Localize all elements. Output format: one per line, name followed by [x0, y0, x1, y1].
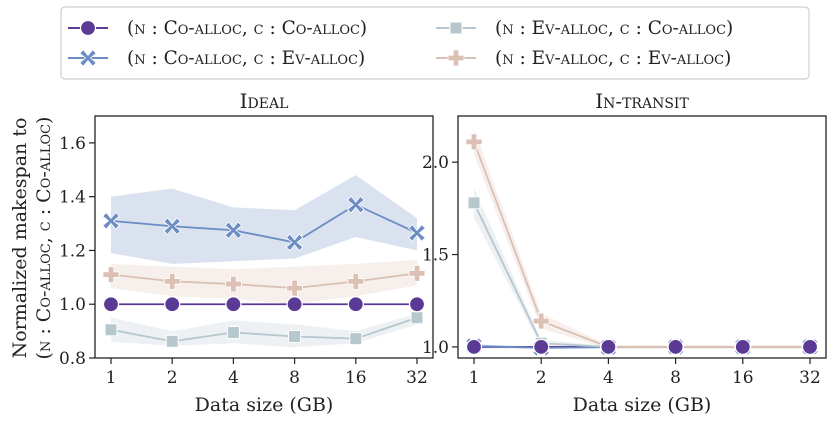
legend: (n : Co-alloc, c : Co-alloc) (n : Co-allo…: [60, 6, 810, 80]
legend-marker: [449, 21, 463, 35]
data-point: [410, 311, 424, 325]
data-point: [102, 266, 120, 284]
data-point: [532, 312, 550, 330]
y-tick-label: 1.0: [59, 295, 86, 315]
legend-entry: (n : Ev-alloc, c : Ev-alloc): [436, 48, 731, 69]
data-point: [667, 338, 684, 356]
x-tick-label: 1: [106, 368, 117, 388]
y-tick-label: 1.4: [59, 188, 86, 208]
panel-title: Ideal: [240, 89, 289, 113]
data-point: [226, 325, 240, 339]
data-point: [346, 195, 365, 214]
x-axis-label: Data size (GB): [195, 394, 334, 416]
x-tick-label: 16: [345, 368, 367, 388]
data-point: [164, 296, 181, 313]
y-tick-label: 1.5: [422, 246, 449, 266]
confidence-band: [111, 259, 417, 305]
data-point: [465, 338, 483, 356]
y-axis-label-line2: (n : Co-alloc, c : Co-alloc): [33, 117, 55, 360]
data-point: [600, 338, 617, 356]
confidence-band: [111, 313, 417, 348]
legend-label: (n : Ev-alloc, c : Ev-alloc): [495, 48, 731, 69]
x-tick-label: 32: [799, 368, 821, 388]
data-point: [225, 296, 242, 313]
y-axis-label-line1: Normalized makespan to: [9, 118, 31, 359]
confidence-band: [474, 128, 810, 349]
data-point: [465, 133, 483, 151]
plot-frame: [94, 115, 434, 359]
plot-frame: [457, 115, 827, 359]
y-tick-label: 2.0: [422, 153, 449, 173]
legend-entry: (n : Ev-alloc, c : Co-alloc): [436, 18, 733, 39]
data-point: [102, 211, 120, 230]
x-tick-label: 1: [469, 368, 480, 388]
data-point: [163, 272, 181, 290]
legend-marker: [79, 19, 97, 37]
y-axis-label: Normalized makespan to (n : Co-alloc, c …: [9, 117, 55, 360]
series-line: [473, 141, 810, 348]
x-tick-label: 2: [536, 368, 547, 388]
data-point: [347, 296, 364, 313]
x-tick-label: 32: [406, 368, 428, 388]
data-point: [285, 233, 304, 252]
data-point: [224, 221, 243, 240]
data-point: [347, 272, 365, 290]
data-point: [467, 196, 481, 210]
data-point: [408, 224, 426, 242]
legend-frame: [60, 6, 810, 80]
legend-entry: (n : Co-alloc, c : Co-alloc): [68, 18, 367, 39]
chart-panel: In-transit 1.0 1.5 2.0 1 2 4 8 16 32 Data size (GB…: [422, 89, 827, 416]
x-tick-label: 4: [603, 368, 614, 388]
x-tick-label: 8: [289, 368, 300, 388]
y-tick-label: 0.8: [59, 349, 86, 369]
x-tick-label: 2: [167, 368, 178, 388]
series-line: [110, 203, 418, 244]
y-tick-label: 1.6: [59, 134, 86, 154]
legend-entry: (n : Co-alloc, c : Ev-alloc): [68, 48, 365, 69]
legend-label: (n : Co-alloc, c : Ev-alloc): [127, 48, 365, 69]
confidence-band: [111, 175, 417, 264]
chart-panel: Ideal 0.8 1.0 1.2 1.4 1.6 1 2 4 8 16 32 Data size (G…: [59, 89, 434, 416]
data-point: [533, 338, 550, 356]
data-point: [102, 296, 120, 313]
y-tick-label: 1.2: [59, 241, 86, 261]
data-point: [349, 332, 363, 346]
data-point: [286, 279, 303, 297]
series-line: [110, 272, 418, 289]
x-axis-label: Data size (GB): [573, 394, 712, 416]
x-tick-label: 4: [228, 368, 239, 388]
x-tick-label: 8: [670, 368, 681, 388]
legend-marker: [79, 49, 97, 67]
data-point: [225, 275, 242, 293]
data-point: [286, 296, 303, 313]
data-point: [288, 329, 302, 343]
legend-marker: [447, 49, 465, 67]
legend-label: (n : Co-alloc, c : Co-alloc): [127, 18, 367, 39]
y-tick-label: 1.0: [422, 338, 449, 358]
series-line: [110, 316, 418, 343]
panel-title: In-transit: [595, 89, 689, 113]
data-point: [163, 217, 182, 236]
data-point: [408, 296, 426, 313]
data-point: [104, 323, 118, 337]
legend-label: (n : Ev-alloc, c : Co-alloc): [495, 18, 733, 39]
x-tick-label: 16: [732, 368, 754, 388]
data-point: [165, 334, 179, 348]
data-point: [734, 338, 751, 356]
data-point: [408, 264, 426, 282]
data-point: [801, 338, 819, 356]
